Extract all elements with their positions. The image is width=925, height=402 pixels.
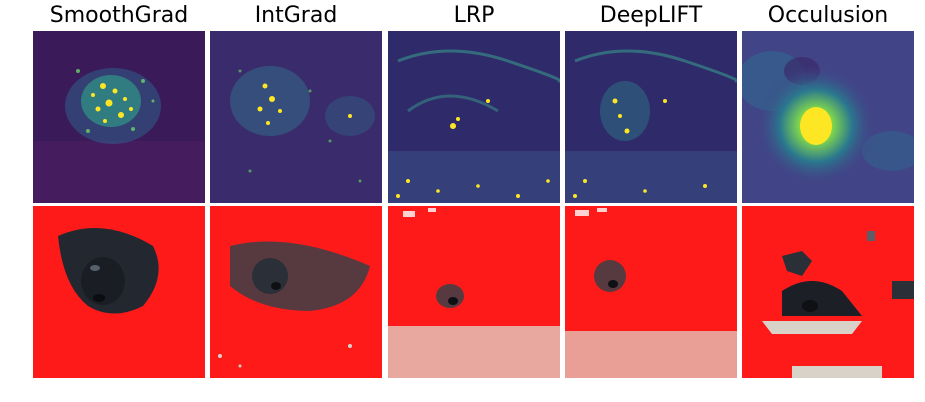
masked-image-deeplift: [565, 206, 737, 378]
column-title-smoothgrad: SmoothGrad: [49, 3, 189, 28]
heatmap-occlusion: [742, 31, 914, 203]
masked-image-intgrad: [210, 206, 382, 378]
heatmap-deeplift: [565, 31, 737, 203]
heatmap-lrp: [388, 31, 560, 203]
heatmap-hotspots: [573, 98, 707, 198]
heatmap-intgrad: [210, 31, 382, 203]
heatmap-smoothgrad: [33, 31, 205, 203]
column-title-occlusion: Occulusion: [767, 3, 889, 28]
masked-image-lrp: [388, 206, 560, 378]
column-title-deeplift: DeepLIFT: [599, 3, 703, 28]
heatmap-hotspots: [396, 99, 550, 198]
column-title-lrp: LRP: [453, 3, 495, 28]
heatmap-hotspots: [257, 83, 352, 125]
masked-image-smoothgrad: [33, 206, 205, 378]
column-title-intgrad: IntGrad: [254, 3, 338, 28]
heatmap-hotspots: [91, 83, 133, 123]
masked-image-occlusion: [742, 206, 914, 378]
